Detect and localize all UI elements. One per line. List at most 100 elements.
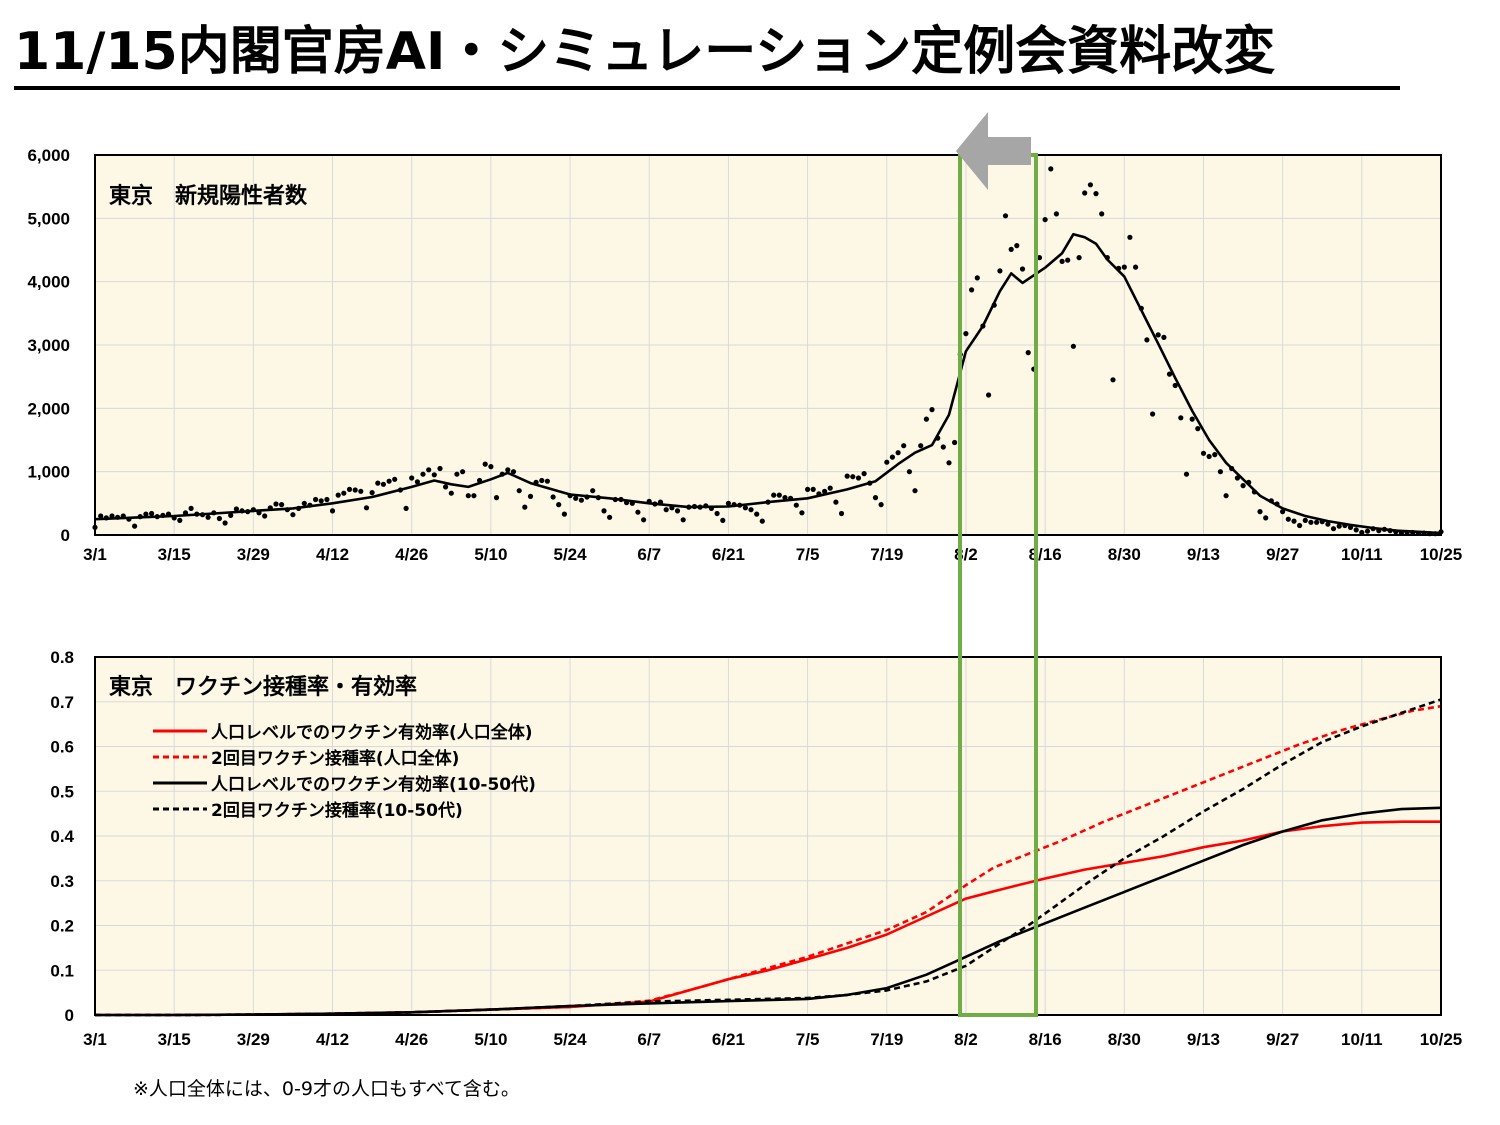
plot-frame xyxy=(94,656,1442,1016)
case-point xyxy=(386,478,392,484)
case-point xyxy=(1189,416,1195,422)
case-point xyxy=(1212,452,1218,458)
case-point xyxy=(912,488,918,494)
x-tick-label: 9/27 xyxy=(1266,545,1299,564)
case-point xyxy=(952,439,958,446)
case-point xyxy=(375,480,381,486)
case-point xyxy=(471,493,477,499)
case-point xyxy=(1280,509,1286,515)
case-point xyxy=(674,508,681,514)
x-tick-label: 6/21 xyxy=(712,545,745,564)
case-point xyxy=(906,469,913,475)
case-point xyxy=(1178,415,1184,421)
case-point xyxy=(544,478,551,484)
case-point xyxy=(177,517,183,524)
case-point xyxy=(782,495,788,501)
case-point xyxy=(488,464,494,470)
case-point xyxy=(889,454,896,460)
case-point xyxy=(1002,213,1009,219)
case-point xyxy=(318,498,324,504)
case-point xyxy=(550,494,556,500)
case-point xyxy=(346,486,353,492)
x-tick-label: 4/26 xyxy=(395,545,428,564)
x-tick-label: 8/2 xyxy=(954,545,978,564)
case-point xyxy=(1353,527,1359,533)
y-tick-label: 6,000 xyxy=(27,146,70,165)
y-tick-label: 0.7 xyxy=(50,693,74,712)
case-point xyxy=(414,479,420,485)
x-tick-label: 10/25 xyxy=(1420,545,1463,564)
case-point xyxy=(635,509,641,515)
case-point xyxy=(1127,234,1133,240)
x-tick-label: 6/7 xyxy=(637,1030,661,1049)
case-point xyxy=(1133,264,1139,270)
y-tick-label: 4,000 xyxy=(27,273,70,292)
case-point xyxy=(403,505,409,511)
case-point xyxy=(228,512,234,519)
case-point xyxy=(901,443,907,449)
case-point xyxy=(409,475,415,481)
y-tick-label: 3,000 xyxy=(27,336,70,355)
case-point xyxy=(279,502,285,508)
case-point xyxy=(1263,515,1269,521)
x-tick-label: 3/29 xyxy=(237,1030,270,1049)
series-line-3 xyxy=(95,698,1442,1017)
case-point xyxy=(352,487,358,493)
x-tick-label: 8/30 xyxy=(1108,1030,1141,1049)
case-point xyxy=(1110,377,1116,383)
x-tick-label: 5/24 xyxy=(554,1030,588,1049)
legend-label-2: 人口レベルでのワクチン有効率(10-50代) xyxy=(211,774,536,795)
moving-average-line xyxy=(94,232,1442,535)
case-point xyxy=(895,450,901,456)
case-point xyxy=(1121,264,1127,270)
x-tick-label: 3/15 xyxy=(158,545,191,564)
case-point xyxy=(1099,211,1105,217)
case-point xyxy=(1076,255,1082,261)
case-point xyxy=(1036,255,1043,261)
case-point xyxy=(369,490,375,496)
case-point xyxy=(986,392,992,398)
panel-title-prefix: 東京 xyxy=(109,183,153,209)
y-tick-label: 0.1 xyxy=(50,961,74,980)
x-tick-label: 3/15 xyxy=(158,1030,191,1049)
case-point xyxy=(799,510,805,516)
case-point xyxy=(884,459,890,465)
vaccine-chart: 3/1 3/15 3/29 4/12 4/26 5/10 5/24 6/7 6/21 7/5 7/1… xyxy=(50,648,1462,1049)
y-tick-label: 0.2 xyxy=(50,917,74,936)
case-point xyxy=(392,476,398,482)
case-point xyxy=(222,520,228,526)
case-point xyxy=(420,471,426,477)
footnote: ※人口全体には、0-9才の人口もすべて含む。 xyxy=(133,1078,520,1100)
case-point xyxy=(1053,211,1059,217)
x-tick-label: 4/12 xyxy=(316,1030,349,1049)
case-point xyxy=(1082,190,1088,196)
series-line-1 xyxy=(95,704,1442,1017)
case-point xyxy=(963,331,969,337)
case-point xyxy=(1144,337,1150,343)
case-point xyxy=(448,490,454,496)
case-point xyxy=(1070,343,1076,349)
case-point xyxy=(590,488,596,494)
case-point xyxy=(725,500,732,506)
x-tick-label: 8/16 xyxy=(1029,545,1062,564)
case-point xyxy=(522,504,528,510)
case-point xyxy=(132,523,138,529)
x-tick-label: 8/30 xyxy=(1108,545,1141,564)
case-point xyxy=(1314,519,1320,525)
case-point xyxy=(1330,526,1337,532)
highlight-overlay xyxy=(956,112,1038,1017)
x-tick-label: 7/19 xyxy=(870,1030,903,1049)
case-point xyxy=(805,486,811,492)
case-point xyxy=(561,511,568,517)
case-point xyxy=(918,443,924,449)
case-point xyxy=(1195,426,1201,432)
case-point xyxy=(1025,350,1031,356)
legend-label-3: 2回目ワクチン接種率(10-50代) xyxy=(211,800,463,821)
case-point xyxy=(850,474,856,480)
y-tick-label: 5,000 xyxy=(27,209,70,228)
x-tick-label: 8/2 xyxy=(954,1030,978,1049)
x-tick-label: 9/13 xyxy=(1187,1030,1220,1049)
case-point xyxy=(855,475,862,481)
case-point xyxy=(838,510,845,517)
